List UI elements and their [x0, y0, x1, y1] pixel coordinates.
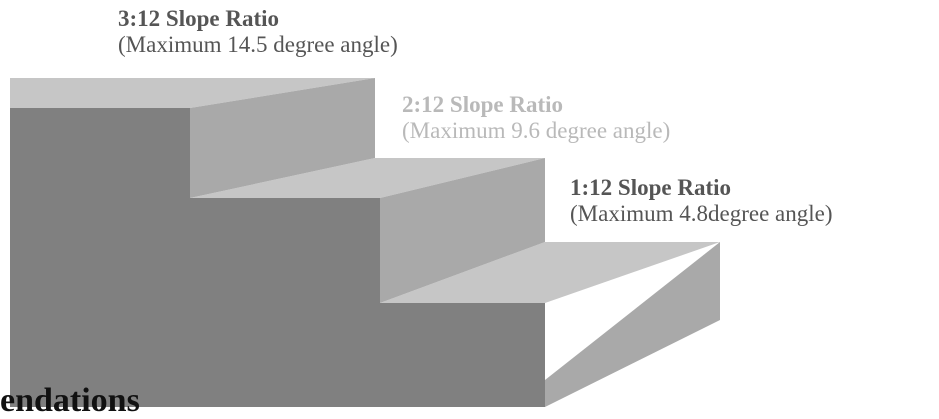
slope-ratio-1-12: 1:12 Slope Ratio: [570, 175, 731, 200]
slope-ratio-2-12: 2:12 Slope Ratio: [402, 92, 563, 117]
slope-label-3-12: 3:12 Slope Ratio (Maximum 14.5 degree an…: [118, 6, 398, 59]
slope-label-2-12: 2:12 Slope Ratio (Maximum 9.6 degree ang…: [402, 92, 670, 145]
section-heading-partial: endations: [0, 382, 140, 419]
slope-angle-1-12: (Maximum 4.8degree angle): [570, 201, 833, 227]
bottom-step-surface: [380, 242, 720, 303]
slope-ratio-3-12: 3:12 Slope Ratio: [118, 6, 279, 31]
top-riser-face: [190, 78, 375, 198]
slope-angle-3-12: (Maximum 14.5 degree angle): [118, 32, 398, 58]
slope-angle-2-12: (Maximum 9.6 degree angle): [402, 118, 671, 144]
middle-riser-face: [380, 158, 545, 303]
slope-label-1-12: 1:12 Slope Ratio (Maximum 4.8degree angl…: [570, 175, 833, 228]
stairs-illustration: [10, 78, 720, 407]
bottom-riser-face: [545, 242, 720, 407]
middle-step-surface: [190, 158, 545, 198]
stairs-front-face: [10, 108, 545, 407]
top-step-surface: [10, 78, 375, 108]
